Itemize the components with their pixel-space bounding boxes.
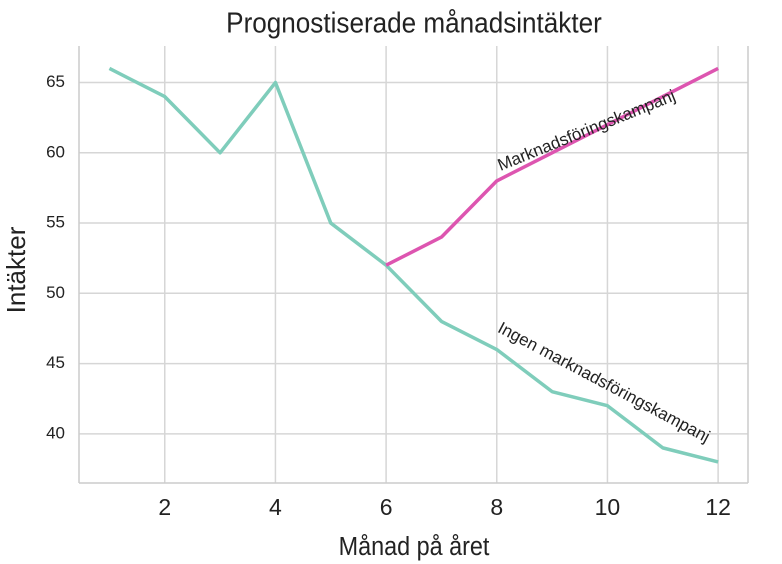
x-axis-label: Månad på året	[339, 533, 490, 561]
y-tick-label: 60	[46, 142, 65, 161]
chart-title: Prognostiserade månadsintäkter	[226, 6, 602, 39]
x-tick-label: 2	[158, 494, 171, 520]
y-tick-label: 50	[46, 283, 65, 302]
series-annotation: Ingen marknadsföringskampanj	[495, 318, 713, 446]
x-tick-label: 12	[705, 494, 731, 520]
y-tick-label: 55	[46, 213, 65, 232]
y-axis-label: Intäkter	[1, 226, 31, 313]
series-line	[385, 66, 719, 267]
series-line	[108, 66, 719, 464]
y-tick-label: 40	[46, 423, 65, 442]
x-tick-label: 8	[490, 494, 503, 520]
y-tick-label: 65	[46, 72, 65, 91]
y-tick-label: 45	[46, 353, 65, 372]
series-annotation: Marknadsföringskampanj	[495, 86, 678, 175]
x-tick-label: 6	[380, 494, 393, 520]
x-tick-label: 4	[269, 494, 282, 520]
x-tick-label: 10	[595, 494, 621, 520]
